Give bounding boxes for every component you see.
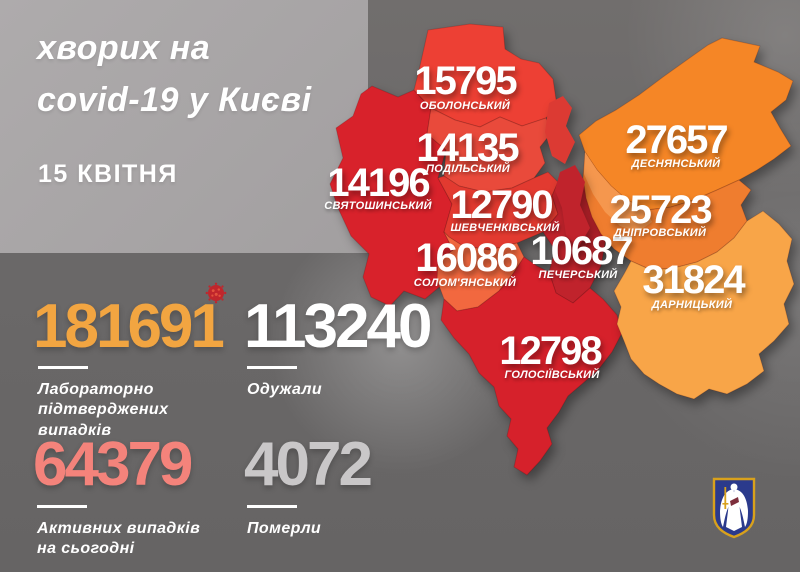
district-name-holosiivskyi: ГОЛОСІЇВСЬКИЙ xyxy=(504,369,600,381)
district-name-desnianskyi: ДЕСНЯНСЬКИЙ xyxy=(631,158,721,170)
island-trukhaniv xyxy=(545,96,575,164)
district-value-sviatoshynskyi: 14196 xyxy=(327,161,430,205)
district-name-obolonskyi: ОБОЛОНСЬКИЙ xyxy=(419,100,511,112)
stat-confirmed-value: 181691 xyxy=(33,292,225,361)
district-value-podilskyi: 14135 xyxy=(416,126,519,170)
district-name-podilskyi: ПОДІЛЬСЬКИЙ xyxy=(426,163,510,175)
left-bank-districts xyxy=(578,37,795,400)
district-shape-podilskyi xyxy=(426,107,553,193)
district-shape-sviatoshynskyi xyxy=(329,85,454,307)
district-name-solomianskyi: СОЛОМ'ЯНСЬКИЙ xyxy=(413,277,517,289)
report-date: 15 КВІТНЯ xyxy=(38,160,178,188)
district-name-pecherskyi: ПЕЧЕРСЬКИЙ xyxy=(538,269,618,281)
district-value-desnianskyi: 27657 xyxy=(625,118,728,162)
stat-active-value: 64379 xyxy=(33,430,193,499)
district-value-darnytskyi: 31824 xyxy=(642,258,745,302)
right-bank-districts xyxy=(329,23,623,476)
district-value-pecherskyi: 10687 xyxy=(530,229,633,273)
stat-active-label: Активних випадків на сьогодні xyxy=(37,520,201,558)
stat-recovered-value: 113240 xyxy=(244,292,432,361)
district-shape-holosiivskyi xyxy=(440,256,623,476)
district-shape-darnytskyi xyxy=(613,210,795,400)
district-value-solomianskyi: 16086 xyxy=(415,236,518,280)
district-value-obolonskyi: 15795 xyxy=(414,59,517,103)
stat-active-divider xyxy=(37,505,87,508)
district-name-sviatoshynskyi: СВЯТОШИНСЬКИЙ xyxy=(324,200,432,212)
stat-confirmed-divider xyxy=(38,366,88,369)
district-dniprovskyi-highlight xyxy=(584,152,652,232)
district-name-dniprovskyi: ДНІПРОВСЬКИЙ xyxy=(613,227,707,239)
kyiv-coat-of-arms-icon xyxy=(712,477,756,539)
page-title: хворих на covid-19 у Києві xyxy=(37,29,312,119)
stat-confirmed-label: Лабораторно підтверджених випадків xyxy=(38,381,169,439)
island-hidropark xyxy=(555,165,590,248)
stat-recovered-label: Одужали xyxy=(247,381,323,398)
header-panel xyxy=(0,0,368,253)
virus-icon xyxy=(205,282,227,304)
district-value-holosiivskyi: 12798 xyxy=(499,329,602,373)
stat-deaths-divider xyxy=(247,505,297,508)
district-value-dniprovskyi: 25723 xyxy=(609,188,712,232)
district-name-darnytskyi: ДАРНИЦЬКИЙ xyxy=(651,299,733,311)
stat-deaths-value: 4072 xyxy=(244,430,373,499)
district-name-shevchenkivskyi: ШЕВЧЕНКІВСЬКИЙ xyxy=(450,222,560,234)
district-value-shevchenkivskyi: 12790 xyxy=(450,183,553,227)
dnipro-river-islands xyxy=(545,96,590,248)
stat-deaths-label: Померли xyxy=(247,520,322,537)
stat-recovered-divider xyxy=(247,366,297,369)
